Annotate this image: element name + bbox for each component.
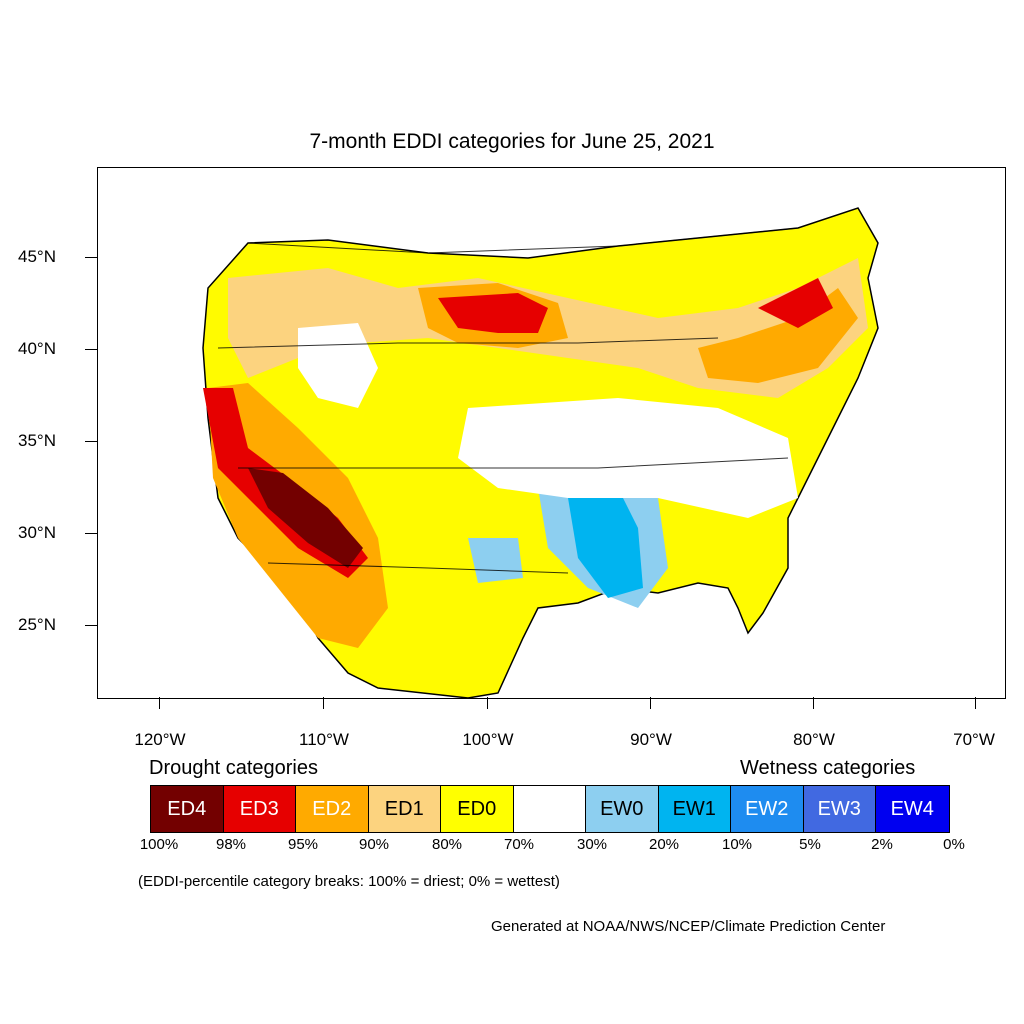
legend-swatch-neutral	[513, 786, 586, 832]
legend-swatch-ed2: ED2	[296, 786, 369, 832]
map-title: 7-month EDDI categories for June 25, 202…	[309, 130, 715, 153]
legend-swatch-ew0: EW0	[586, 786, 659, 832]
lon-label-100: 100°W	[462, 730, 514, 749]
category-breaks-note: (EDDI-percentile category breaks: 100% =…	[138, 873, 560, 890]
lon-tick-100	[487, 697, 488, 709]
legend-swatch-ed0: ED0	[441, 786, 514, 832]
graticule	[217, 227, 799, 574]
ed4-region-southwest	[248, 468, 363, 568]
legend-swatch-ew2: EW2	[731, 786, 804, 832]
break-label: 70%	[503, 836, 535, 853]
legend-swatch-ew4: EW4	[876, 786, 949, 832]
legend-swatch-ed3: ED3	[223, 786, 296, 832]
break-label: 5%	[799, 836, 821, 853]
ew1-region-louisiana	[568, 488, 643, 598]
credit-line: Generated at NOAA/NWS/NCEP/Climate Predi…	[491, 918, 886, 935]
ed3-region-plains	[438, 278, 833, 333]
lat-tick-45	[85, 257, 97, 258]
lon-tick-90	[650, 697, 651, 709]
lon-label-80: 80°W	[793, 730, 835, 749]
break-label: 10%	[721, 836, 753, 853]
break-label: 80%	[431, 836, 463, 853]
lat-label-40: 40°N	[18, 339, 56, 358]
break-label: 2%	[871, 836, 893, 853]
break-label: 20%	[648, 836, 680, 853]
lon-label-90: 90°W	[630, 730, 672, 749]
lon-label-120: 120°W	[134, 730, 186, 749]
legend-swatch-ed1: ED1	[368, 786, 441, 832]
category-legend: ED4 ED3 ED2 ED1 ED0 EW0 EW1 EW2 EW3 EW4	[150, 785, 950, 833]
lat-tick-25	[85, 625, 97, 626]
lon-label-70: 70°W	[953, 730, 995, 749]
drought-heading: Drought categories	[149, 757, 318, 779]
legend-swatch-ew1: EW1	[658, 786, 731, 832]
map-panel	[97, 167, 1006, 699]
legend-label: ED0	[457, 797, 497, 820]
legend-label: ED1	[384, 797, 424, 820]
eddi-map	[202, 207, 879, 698]
break-label: 30%	[576, 836, 608, 853]
lat-tick-30	[85, 533, 97, 534]
lon-tick-120	[159, 697, 160, 709]
legend-label: ED4	[167, 797, 207, 820]
legend-swatch-ew3: EW3	[803, 786, 876, 832]
break-label: 95%	[287, 836, 319, 853]
break-label: 100%	[139, 836, 179, 853]
lon-tick-80	[813, 697, 814, 709]
lon-label-110: 110°W	[299, 730, 349, 749]
lat-tick-35	[85, 441, 97, 442]
legend-swatch-ed4: ED4	[151, 786, 224, 832]
lat-label-45: 45°N	[18, 247, 56, 266]
legend-label: ED2	[312, 797, 352, 820]
legend-label: EW4	[890, 797, 934, 820]
lat-label-30: 30°N	[18, 523, 56, 542]
lon-tick-110	[323, 697, 324, 709]
lat-tick-40	[85, 349, 97, 350]
legend-label: ED3	[239, 797, 279, 820]
lat-label-25: 25°N	[18, 615, 56, 634]
legend-label: EW0	[600, 797, 644, 820]
legend-label: EW2	[745, 797, 789, 820]
break-label: 98%	[215, 836, 247, 853]
wetness-heading: Wetness categories	[740, 757, 916, 779]
break-label: 0%	[943, 836, 965, 853]
lat-label-35: 35°N	[18, 431, 56, 450]
neutral-region-central	[458, 398, 798, 518]
legend-label: EW3	[817, 797, 861, 820]
legend-label: EW1	[672, 797, 716, 820]
lon-tick-70	[975, 697, 976, 709]
break-label: 90%	[358, 836, 390, 853]
